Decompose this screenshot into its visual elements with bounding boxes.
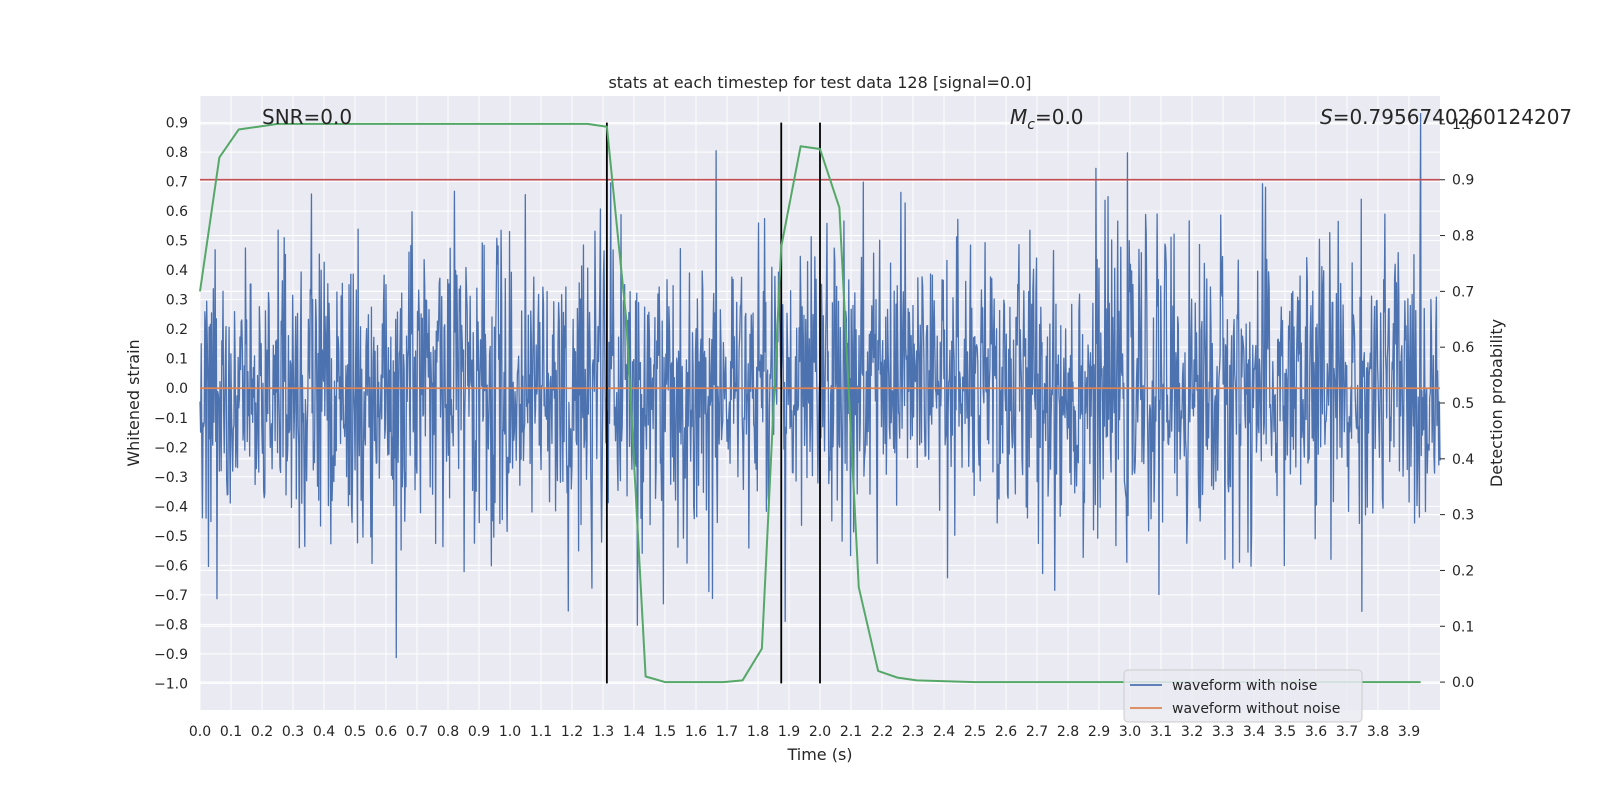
y-left-tick-labels: 0.9 0.8 0.7 0.6 0.5 0.4 0.3 0.2 0.1 0.0 −0.1 −0.2 −0… xyxy=(154,116,188,693)
mc-symbol: M xyxy=(1010,105,1027,129)
x-tick-label: 0.4 xyxy=(313,724,335,740)
y-left-tick-label: 0.8 xyxy=(166,145,188,161)
y-left-tick-label: 0.2 xyxy=(166,322,188,338)
s-annotation: S=0.7956740260124207 xyxy=(1320,105,1572,129)
x-tick-label: 1.6 xyxy=(685,724,707,740)
y-left-tick-label: 0.5 xyxy=(166,234,188,250)
y-right-tick-label: 0.1 xyxy=(1452,619,1474,635)
x-tick-label: 1.2 xyxy=(561,724,583,740)
x-tick-label: 3.9 xyxy=(1398,724,1420,740)
y-right-tick-label: 0.7 xyxy=(1452,284,1474,300)
x-tick-label: 0.3 xyxy=(282,724,304,740)
s-value: =0.7956740260124207 xyxy=(1333,105,1572,129)
x-tick-label: 3.4 xyxy=(1243,724,1265,740)
y-right-tick-label: 0.6 xyxy=(1452,340,1474,356)
legend-label-waveform-with-noise: waveform with noise xyxy=(1172,678,1317,694)
y-left-tick-label: 0.6 xyxy=(166,204,188,220)
legend: waveform with noise waveform without noi… xyxy=(1123,669,1363,723)
x-tick-labels: 0.0 0.1 0.2 0.3 0.4 0.5 0.6 0.7 0.8 0.9 1.0 1.1 1.2 1… xyxy=(189,724,1420,740)
y-left-tick-label: 0.7 xyxy=(166,175,188,191)
x-tick-label: 2.7 xyxy=(1026,724,1048,740)
mc-annotation: Mc=0.0 xyxy=(1010,105,1084,133)
x-tick-label: 0.5 xyxy=(344,724,366,740)
legend-label-waveform-without-noise: waveform without noise xyxy=(1172,701,1340,717)
x-tick-label: 1.1 xyxy=(530,724,552,740)
y-left-tick-label: 0.1 xyxy=(166,352,188,368)
vertical-markers xyxy=(605,122,821,684)
x-tick-label: 1.4 xyxy=(623,724,645,740)
x-tick-label: 0.2 xyxy=(251,724,273,740)
x-tick-label: 1.9 xyxy=(778,724,800,740)
x-tick-label: 1.0 xyxy=(499,724,521,740)
y-right-tick-label: 0.2 xyxy=(1452,563,1474,579)
x-tick-label: 0.7 xyxy=(406,724,428,740)
x-tick-label: 0.0 xyxy=(189,724,211,740)
y-left-tick-label: −0.7 xyxy=(154,588,188,604)
y-left-tick-label: −0.1 xyxy=(154,411,188,427)
snr-annotation: SNR=0.0 xyxy=(262,105,352,129)
y-right-tick-labels: 1.0 0.9 0.8 0.7 0.6 0.5 0.4 0.3 0.2 0.1 0.0 xyxy=(1440,117,1474,691)
x-tick-label: 2.9 xyxy=(1088,724,1110,740)
x-tick-label: 2.4 xyxy=(933,724,955,740)
x-tick-label: 1.7 xyxy=(716,724,738,740)
x-tick-label: 0.9 xyxy=(468,724,490,740)
x-tick-label: 3.2 xyxy=(1181,724,1203,740)
x-tick-label: 3.1 xyxy=(1150,724,1172,740)
x-tick-label: 3.3 xyxy=(1212,724,1234,740)
x-tick-label: 2.8 xyxy=(1057,724,1079,740)
x-axis-label: Time (s) xyxy=(786,745,852,764)
legend-box xyxy=(1123,669,1363,723)
y-right-tick-label: 0.5 xyxy=(1452,396,1474,412)
x-tick-label: 2.1 xyxy=(840,724,862,740)
y-right-tick-label: 0.0 xyxy=(1452,675,1474,691)
x-tick-label: 2.0 xyxy=(809,724,831,740)
y-right-tick-label: 1.0 xyxy=(1452,117,1474,133)
y-right-tick-label: 0.8 xyxy=(1452,229,1474,245)
x-tick-label: 3.0 xyxy=(1119,724,1141,740)
mc-value: =0.0 xyxy=(1035,105,1084,129)
x-tick-label: 2.6 xyxy=(995,724,1017,740)
y-left-tick-label: −0.5 xyxy=(154,529,188,545)
y-left-tick-label: −0.4 xyxy=(154,499,188,515)
y-axis-left-label: Whitened strain xyxy=(124,339,143,466)
x-tick-label: 0.1 xyxy=(220,724,242,740)
y-axis-right-label: Detection probability xyxy=(1487,319,1506,487)
x-tick-label: 0.6 xyxy=(375,724,397,740)
series-detection-probability xyxy=(199,122,1421,684)
x-tick-label: 1.8 xyxy=(747,724,769,740)
y-left-tick-label: −0.2 xyxy=(154,440,188,456)
mc-subscript: c xyxy=(1027,117,1035,133)
y-left-tick-label: 0.0 xyxy=(166,381,188,397)
x-tick-label: 0.8 xyxy=(437,724,459,740)
y-left-tick-label: −0.9 xyxy=(154,647,188,663)
probability-line xyxy=(199,122,1421,684)
x-tick-label: 1.5 xyxy=(654,724,676,740)
y-right-tick-label: 0.9 xyxy=(1452,173,1474,189)
x-tick-label: 3.8 xyxy=(1367,724,1389,740)
x-tick-label: 2.3 xyxy=(902,724,924,740)
y-left-tick-label: 0.4 xyxy=(166,263,188,279)
x-tick-label: 3.5 xyxy=(1274,724,1296,740)
y-left-tick-label: −0.3 xyxy=(154,470,188,486)
s-symbol: S xyxy=(1320,105,1333,129)
y-right-tick-label: 0.3 xyxy=(1452,508,1474,524)
x-tick-label: 3.6 xyxy=(1305,724,1327,740)
x-tick-label: 1.3 xyxy=(592,724,614,740)
y-left-tick-label: −0.8 xyxy=(154,617,188,633)
y-left-tick-label: 0.3 xyxy=(166,293,188,309)
y-left-tick-label: −1.0 xyxy=(154,676,188,692)
chart-title: stats at each timestep for test data 128… xyxy=(608,73,1031,92)
y-left-tick-label: 0.9 xyxy=(166,116,188,132)
y-right-tick-label: 0.4 xyxy=(1452,452,1474,468)
x-tick-label: 3.7 xyxy=(1336,724,1358,740)
y-left-tick-label: −0.6 xyxy=(154,558,188,574)
x-tick-label: 2.5 xyxy=(964,724,986,740)
x-tick-label: 2.2 xyxy=(871,724,893,740)
